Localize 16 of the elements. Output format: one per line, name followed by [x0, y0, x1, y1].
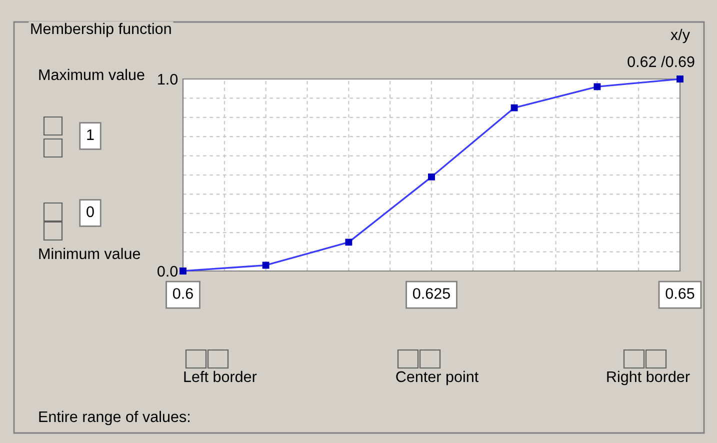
text: Center point: [396, 370, 479, 386]
x-tick-label: 0.625: [412, 288, 450, 299]
text: 0.62 /0.69: [628, 56, 694, 68]
x-tick-label: 0.6: [172, 288, 193, 299]
text: Right border: [607, 370, 690, 386]
text: 1: [87, 129, 94, 140]
text: x/y: [670, 28, 690, 44]
text: Minimum value: [39, 248, 140, 260]
chart-title: Membership function: [31, 22, 171, 38]
text: 0: [86, 206, 94, 218]
text: Entire range of values:: [39, 410, 190, 426]
text: Left border: [184, 370, 257, 382]
text: Maximum value: [39, 68, 144, 80]
y-tick-label: 0.0: [158, 266, 178, 277]
y-tick-label: 1.0: [158, 74, 178, 85]
x-tick-label: 0.65: [666, 288, 694, 299]
